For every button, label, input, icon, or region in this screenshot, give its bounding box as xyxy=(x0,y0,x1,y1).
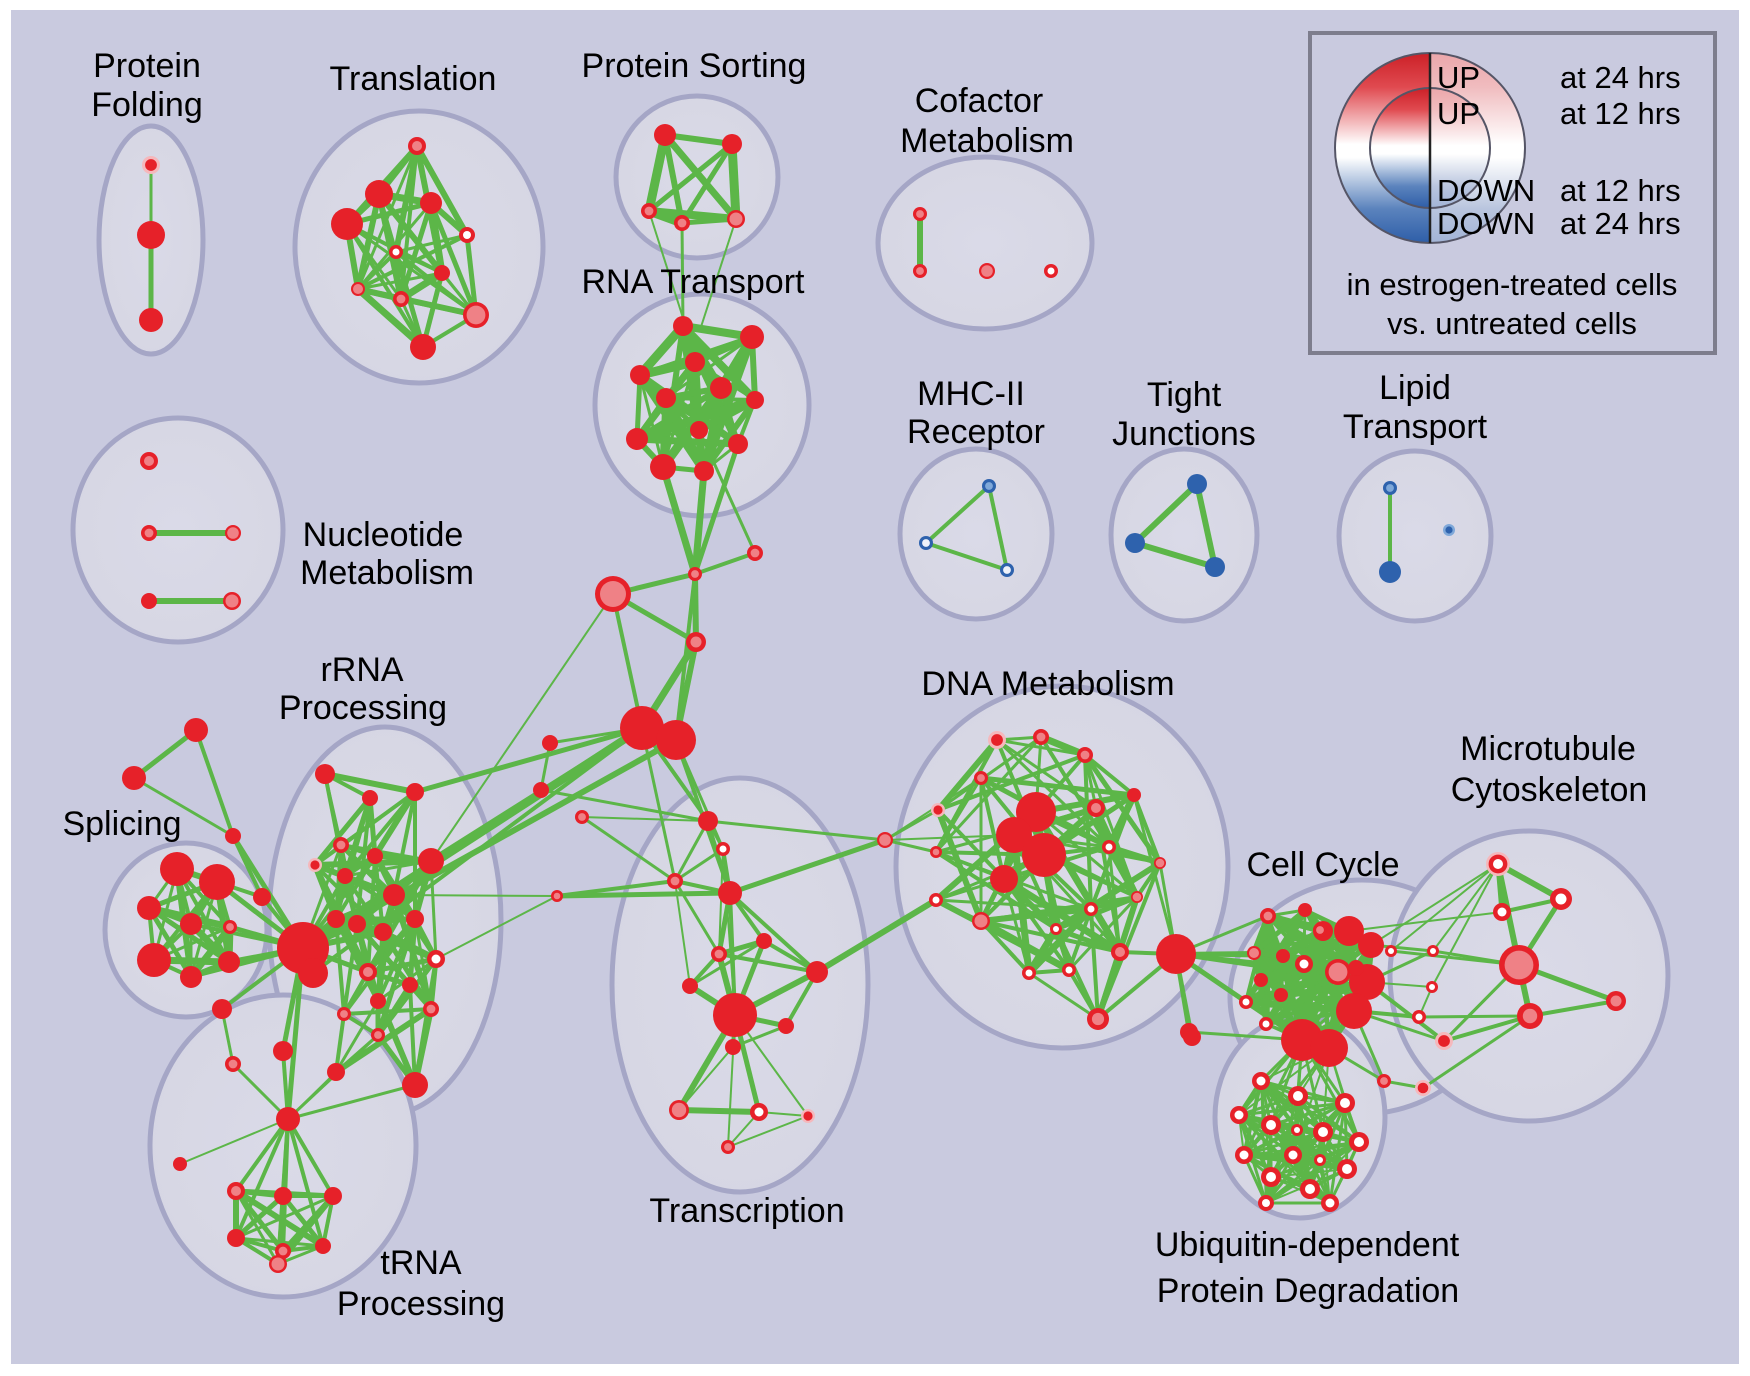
svg-text:at 24 hrs: at 24 hrs xyxy=(1560,60,1681,95)
svg-text:in estrogen-treated cells: in estrogen-treated cells xyxy=(1347,267,1678,302)
svg-text:Splicing: Splicing xyxy=(62,805,181,843)
svg-text:Cofactor: Cofactor xyxy=(915,82,1044,120)
svg-text:DOWN: DOWN xyxy=(1437,173,1535,208)
svg-text:Protein Degradation: Protein Degradation xyxy=(1157,1272,1459,1310)
svg-text:Cell Cycle: Cell Cycle xyxy=(1246,846,1399,884)
svg-text:Transcription: Transcription xyxy=(649,1192,844,1230)
svg-text:at 12 hrs: at 12 hrs xyxy=(1560,173,1681,208)
svg-text:vs. untreated cells: vs. untreated cells xyxy=(1387,306,1637,341)
svg-text:Folding: Folding xyxy=(91,86,203,124)
svg-text:Metabolism: Metabolism xyxy=(900,122,1074,160)
svg-text:Protein: Protein xyxy=(93,47,201,85)
svg-text:Metabolism: Metabolism xyxy=(300,554,474,592)
svg-text:Processing: Processing xyxy=(337,1285,505,1323)
svg-text:UP: UP xyxy=(1437,60,1480,95)
svg-text:Microtubule: Microtubule xyxy=(1460,730,1636,768)
svg-text:MHC-II: MHC-II xyxy=(917,375,1025,413)
svg-text:Receptor: Receptor xyxy=(907,413,1045,451)
svg-text:Cytoskeleton: Cytoskeleton xyxy=(1451,771,1648,809)
svg-text:RNA Transport: RNA Transport xyxy=(582,263,806,301)
svg-text:tRNA: tRNA xyxy=(380,1244,462,1282)
svg-text:rRNA: rRNA xyxy=(320,651,403,689)
svg-text:Processing: Processing xyxy=(279,689,447,727)
svg-text:Ubiquitin-dependent: Ubiquitin-dependent xyxy=(1155,1226,1460,1264)
svg-text:Lipid: Lipid xyxy=(1379,369,1451,407)
svg-text:at 24 hrs: at 24 hrs xyxy=(1560,206,1681,241)
svg-text:Transport: Transport xyxy=(1343,408,1488,446)
svg-text:Tight: Tight xyxy=(1147,376,1222,414)
svg-text:DNA Metabolism: DNA Metabolism xyxy=(921,665,1174,703)
svg-text:Junctions: Junctions xyxy=(1112,415,1256,453)
svg-text:UP: UP xyxy=(1437,96,1480,131)
svg-text:Nucleotide: Nucleotide xyxy=(303,516,464,554)
svg-text:Protein Sorting: Protein Sorting xyxy=(582,47,807,85)
svg-text:at 12 hrs: at 12 hrs xyxy=(1560,96,1681,131)
svg-text:Translation: Translation xyxy=(330,60,497,98)
svg-text:DOWN: DOWN xyxy=(1437,206,1535,241)
